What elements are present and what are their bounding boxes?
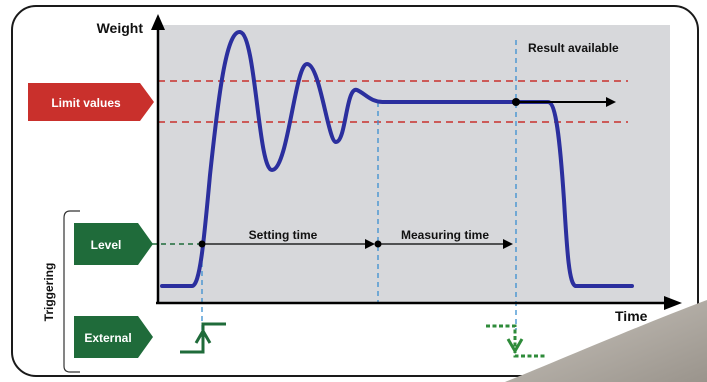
result-available-label: Result available [528, 41, 619, 55]
limit-values-label: Limit values [51, 96, 121, 110]
measuring-start-point [374, 240, 382, 248]
rising-edge-signal-icon [180, 322, 226, 354]
y-axis-label: Weight [97, 20, 144, 36]
external-badge: External [74, 316, 153, 358]
measuring-time-label: Measuring time [401, 228, 489, 242]
stone-corner-decoration [505, 300, 707, 382]
level-badge: Level [74, 223, 153, 265]
y-axis-arrowhead [151, 14, 165, 30]
setting-start-point [198, 240, 206, 248]
limit-values-badge: Limit values [28, 83, 154, 121]
result-point [512, 98, 520, 106]
x-axis-arrowhead [664, 296, 682, 310]
x-axis-label: Time [615, 308, 648, 324]
triggering-label: Triggering [42, 263, 56, 322]
falling-edge-signal-icon [486, 324, 546, 358]
setting-time-label: Setting time [249, 228, 318, 242]
triggering-bracket [63, 210, 80, 373]
plot-area [158, 25, 670, 303]
external-label: External [84, 331, 131, 345]
weight-curve [160, 30, 634, 288]
level-label: Level [91, 238, 122, 252]
